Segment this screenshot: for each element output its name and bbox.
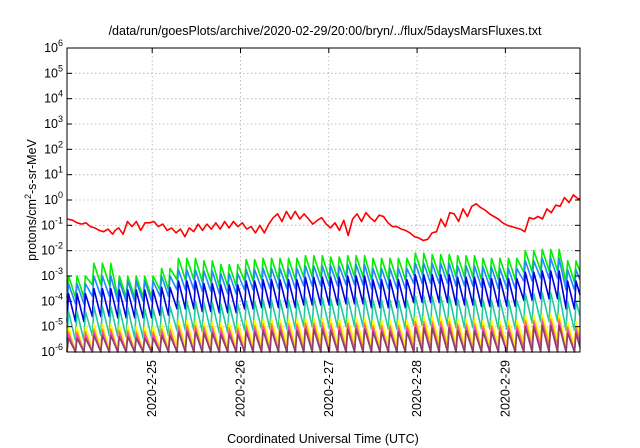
y-tick-base: 10 bbox=[41, 218, 55, 232]
y-tick-exp: -1 bbox=[55, 215, 63, 225]
y-tick-label: 101 bbox=[44, 165, 63, 182]
y-tick-base: 10 bbox=[41, 244, 55, 258]
x-tick-label: 2020-2-28 bbox=[410, 360, 424, 417]
y-tick-exp: -6 bbox=[55, 342, 63, 352]
y-tick-exp: -5 bbox=[55, 317, 63, 327]
y-tick-base: 10 bbox=[44, 41, 58, 55]
y-tick-label: 10-2 bbox=[41, 241, 63, 258]
y-tick-label: 102 bbox=[44, 139, 63, 156]
y-tick-label: 10-1 bbox=[41, 215, 63, 232]
y-tick-label: 10-5 bbox=[41, 317, 63, 334]
x-tick-label: 2020-2-26 bbox=[234, 360, 248, 417]
y-tick-exp: 6 bbox=[58, 38, 63, 48]
y-tick-base: 10 bbox=[44, 117, 58, 131]
y-tick-exp: 1 bbox=[58, 165, 63, 175]
y-tick-label: 104 bbox=[44, 89, 63, 106]
y-tick-base: 10 bbox=[44, 66, 58, 80]
y-axis-label-sup: 2 bbox=[23, 194, 33, 199]
x-axis-ticks: 2020-2-25 2020-2-26 2020-2-27 2020-2-28 2020… bbox=[145, 48, 512, 417]
y-tick-exp: -3 bbox=[55, 266, 63, 276]
x-tick-label: 2020-2-25 bbox=[145, 360, 159, 417]
series-line-4 bbox=[66, 291, 581, 342]
y-axis-label: protons/cm2-s-sr-MeV bbox=[23, 138, 39, 260]
y-tick-label: 106 bbox=[44, 38, 63, 55]
y-tick-exp: 4 bbox=[58, 89, 63, 99]
y-tick-label: 10-6 bbox=[41, 342, 63, 359]
x-axis-label: Coordinated Universal Time (UTC) bbox=[227, 432, 419, 446]
x-tick-label: 2020-2-29 bbox=[498, 360, 512, 417]
y-tick-label: 10-3 bbox=[41, 266, 63, 283]
x-tick-label: 2020-2-27 bbox=[322, 360, 336, 417]
y-tick-base: 10 bbox=[44, 193, 58, 207]
y-tick-base: 10 bbox=[41, 294, 55, 308]
y-tick-exp: -2 bbox=[55, 241, 63, 251]
series-line-0 bbox=[67, 194, 580, 242]
series-line-3 bbox=[66, 270, 581, 323]
series-lines bbox=[66, 194, 581, 353]
y-tick-base: 10 bbox=[41, 269, 55, 283]
y-axis-ticks: 10-610-510-410-310-210-11001011021031041… bbox=[41, 38, 580, 359]
y-axis-label-post: -s-sr-MeV bbox=[25, 138, 39, 194]
y-tick-exp: 3 bbox=[58, 114, 63, 124]
y-tick-label: 100 bbox=[44, 190, 63, 207]
y-tick-label: 105 bbox=[44, 63, 63, 80]
y-axis-label-pre: protons/cm bbox=[25, 199, 39, 261]
y-tick-base: 10 bbox=[41, 320, 55, 334]
y-tick-exp: 2 bbox=[58, 139, 63, 149]
chart-title: /data/run/goesPlots/archive/2020-02-29/2… bbox=[109, 24, 542, 38]
y-tick-label: 103 bbox=[44, 114, 63, 131]
y-tick-base: 10 bbox=[44, 92, 58, 106]
y-tick-exp: -4 bbox=[55, 291, 63, 301]
y-tick-base: 10 bbox=[44, 168, 58, 182]
y-tick-base: 10 bbox=[41, 345, 55, 359]
y-tick-label: 10-4 bbox=[41, 291, 63, 308]
y-tick-base: 10 bbox=[44, 142, 58, 156]
y-tick-exp: 0 bbox=[58, 190, 63, 200]
y-tick-exp: 5 bbox=[58, 63, 63, 73]
